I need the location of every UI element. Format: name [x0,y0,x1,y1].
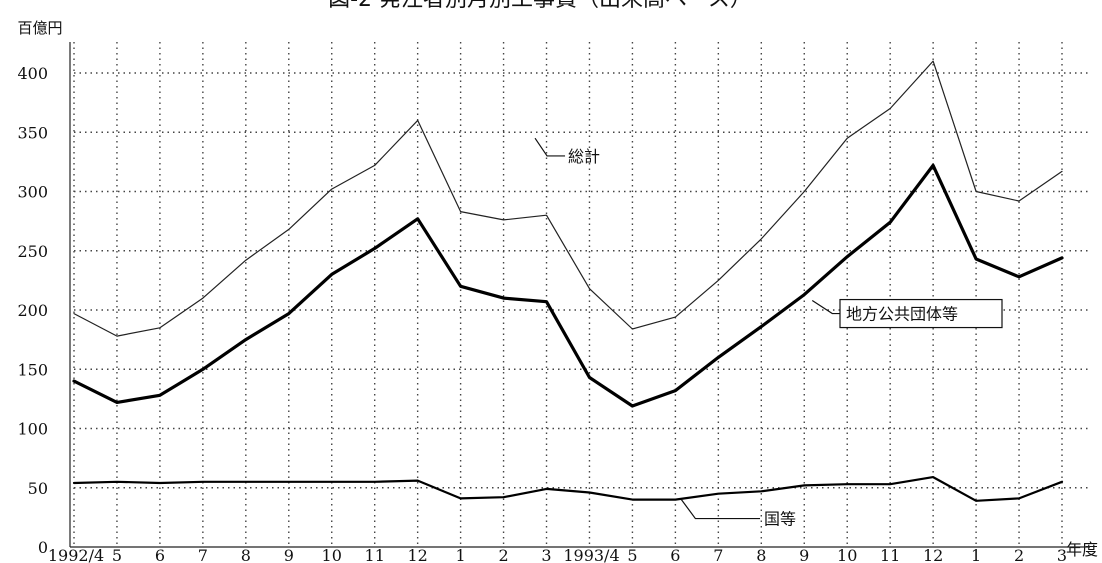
x-tick-label: 2 [498,546,508,563]
x-tick-label: 12 [407,546,427,563]
x-tick-label: 1993/4 [563,546,619,563]
x-tick-label: 2 [1014,546,1024,563]
x-tick-label: 3 [541,546,551,563]
annotation-label-2: 国等 [764,510,796,529]
series-line-0 [73,60,1063,337]
y-tick-label: 200 [17,301,48,320]
y-axis-ticks: 0 50 100 150 200 250 300 350 400 [17,64,48,557]
x-tick-label: 8 [241,546,251,563]
y-tick-label: 50 [28,479,48,498]
x-tick-label: 9 [284,546,294,563]
annotation-box [839,298,1003,329]
y-tick-label: 250 [17,242,48,261]
x-tick-label: 8 [756,546,766,563]
x-tick-label: 1992/4 [48,546,104,563]
x-tick-label: 5 [627,546,637,563]
y-tick-label: 0 [38,538,48,557]
leader-line-1 [811,300,840,315]
x-tick-label: 1 [971,546,981,563]
series-lines [72,60,1064,502]
x-tick-label: 5 [112,546,122,563]
x-tick-label: 7 [198,546,208,563]
series-line-1 [72,163,1064,408]
x-axis-ticks: 1992/4 5 6 7 8 9 10 11 12 1 2 3 1993/4 5 6 7 8 9 10 11 12 1 2 3 [48,546,1067,563]
annotation-label-0: 総計 [568,147,600,166]
x-axis-unit-label: 年度 [1066,540,1098,559]
annotation-label-1: 地方公共団体等 [846,305,958,324]
y-tick-label: 400 [17,64,48,83]
axes [69,42,1090,548]
y-tick-label: 300 [17,183,48,202]
chart-title: 図-2 発注者別月別工事費（出来高ベース） [328,0,752,12]
x-tick-label: 7 [713,546,723,563]
y-tick-label: 350 [17,123,48,142]
x-tick-label: 1 [456,546,466,563]
series-line-2 [72,476,1064,502]
x-tick-label: 6 [155,546,165,563]
x-tick-label: 6 [670,546,680,563]
leader-line-0 [534,137,566,157]
x-tick-label: 3 [1057,546,1067,563]
y-tick-label: 150 [17,360,48,379]
x-tick-label: 10 [322,546,342,563]
x-tick-label: 9 [799,546,809,563]
leader-line-2 [680,499,760,520]
x-tick-label: 12 [923,546,943,563]
x-tick-label: 11 [365,546,385,563]
x-tick-label: 10 [837,546,857,563]
y-tick-label: 100 [17,420,48,439]
x-tick-label: 11 [880,546,900,563]
grid [73,42,1090,547]
y-axis-unit-label: 百億円 [17,19,62,37]
